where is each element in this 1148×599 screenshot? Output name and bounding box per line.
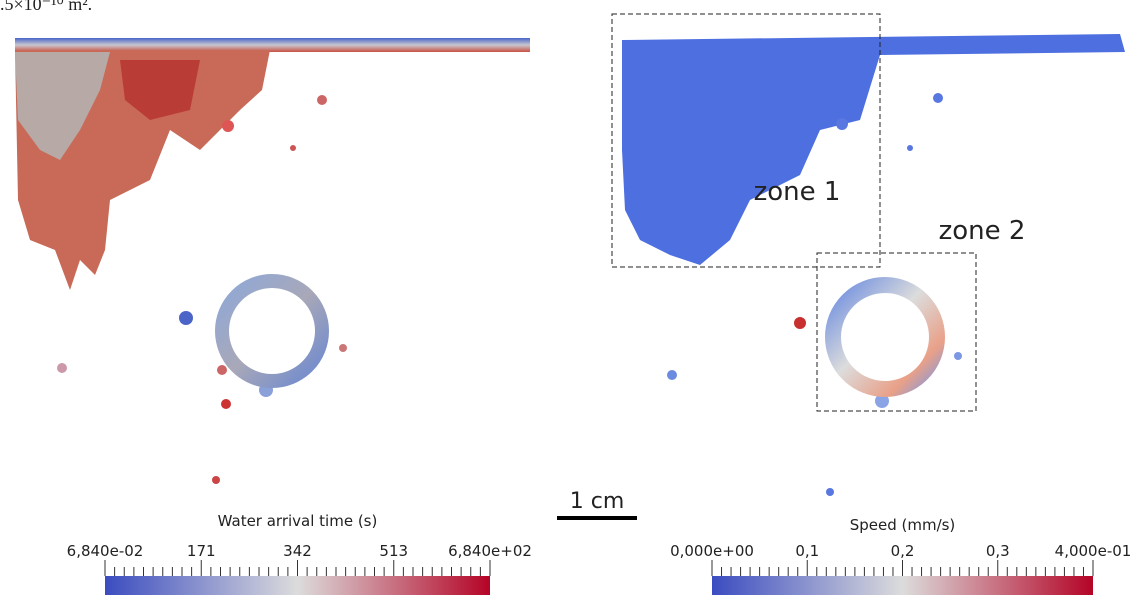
zone-box [611, 13, 881, 268]
zone-label: zone 2 [939, 216, 1026, 246]
colorbar-label: 0,000e+00 [670, 542, 754, 560]
colorbar-label: 4,000e-01 [1055, 542, 1132, 560]
colorbar-gradient [105, 576, 490, 595]
colorbar-label: 0,1 [795, 542, 819, 560]
colorbar-label: 6,840e-02 [67, 542, 144, 560]
colorbar-title: Speed (mm/s) [850, 516, 956, 534]
right-simulation: zone 1 zone 2 [611, 13, 1125, 496]
colorbar-gradient [712, 576, 1093, 595]
colorbar-label: 171 [187, 542, 216, 560]
colorbar-label: 342 [283, 542, 312, 560]
colorbar-label: 0,3 [986, 542, 1010, 560]
colorbar: Speed (mm/s) 0,000e+00 0,1 0,2 0,3 4,000e-01 [670, 516, 1131, 595]
zone-label: zone 1 [754, 177, 841, 207]
scale-bar-label: 1 cm [570, 489, 625, 514]
colorbar: Water arrival time (s) 6,840e-02 171 342 513… [67, 512, 532, 595]
colorbar-title: Water arrival time (s) [218, 512, 378, 530]
colorbar-label: 513 [379, 542, 408, 560]
caption-fragment: .5×10⁻¹⁰ m². [0, 0, 92, 14]
colorbar-label: 0,2 [891, 542, 915, 560]
zone-box [816, 252, 977, 412]
left-simulation [15, 38, 530, 484]
colorbar-label: 6,840e+02 [448, 542, 532, 560]
